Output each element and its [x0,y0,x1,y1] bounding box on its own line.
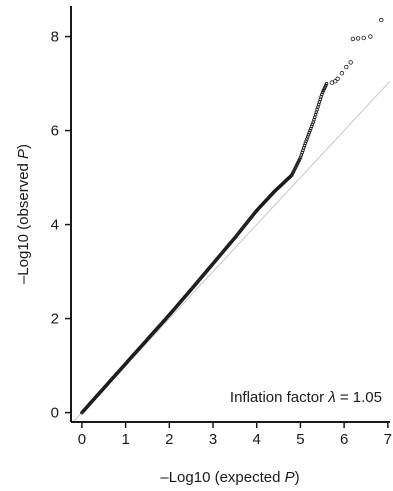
x-tick-label: 0 [78,431,86,448]
inflation-factor-annotation: Inflation factor λ = 1.05 [230,389,382,406]
y-axis-label: –Log10 (observed P) [15,144,32,284]
annotation-prefix: Inflation factor [230,389,328,406]
outlier-point [355,36,361,41]
x-axis-label-prefix: –Log10 (expected [160,469,284,486]
axes [65,6,390,428]
outlier-point [344,64,349,70]
x-axis-label-suffix: ) [295,469,300,486]
x-axis-label-italic: P [285,469,295,486]
outlier-point [379,17,384,23]
data-point [324,81,329,86]
data-points [80,17,384,415]
outlier-point [333,79,338,84]
data-point [320,90,325,94]
annotation-suffix: = 1.05 [336,389,382,406]
y-tick-label: 8 [51,29,59,46]
x-tick-label: 2 [165,431,173,448]
x-tick-label: 7 [384,431,392,448]
data-point [323,85,327,89]
outlier-point [339,71,345,76]
y-tick-label: 0 [51,405,59,422]
outlier-point [329,80,335,85]
y-axis-label-italic: P [15,149,32,159]
y-tick-label: 4 [51,217,59,234]
outlier-point [368,34,373,39]
x-axis-label: –Log10 (expected P) [160,469,299,486]
outlier-point [335,76,340,82]
y-tick-label: 2 [51,311,59,328]
x-tick-label: 5 [296,431,304,448]
x-tick-label: 4 [253,431,261,448]
y-tick-label: 6 [51,123,59,140]
x-tick-label: 1 [121,431,129,448]
y-axis-label-prefix: –Log10 (observed [15,159,32,284]
data-point [324,83,328,88]
outlier-point [348,60,353,65]
outlier-point [361,35,366,41]
x-tick-label: 6 [340,431,348,448]
tick-labels: 0 1 2 3 4 5 6 7 0 2 4 6 8 [51,29,392,448]
x-tick-label: 3 [209,431,217,448]
y-axis-label-suffix: ) [15,144,32,149]
data-point [322,87,326,91]
outlier-point [350,36,356,42]
lambda-symbol: λ [327,389,335,406]
